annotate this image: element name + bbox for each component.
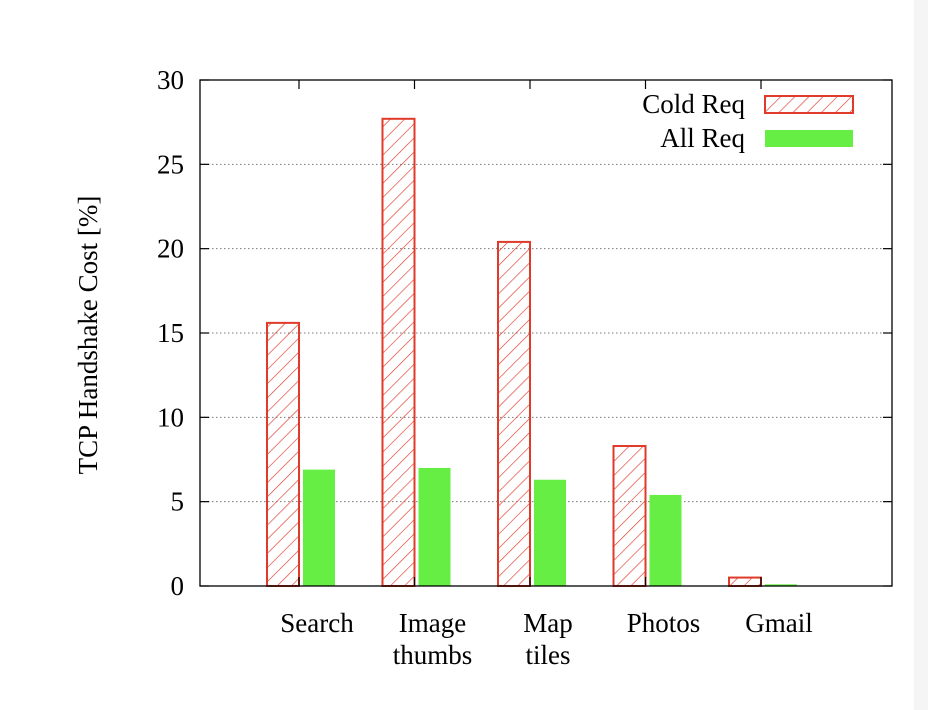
y-tick-label-30: 30 xyxy=(157,65,184,95)
x-tick-label-4: Gmail xyxy=(745,608,813,638)
x-tick-label-line: Gmail xyxy=(745,608,813,638)
gridlines xyxy=(200,163,892,503)
bar-all-req-0 xyxy=(303,469,335,586)
x-tick-label-line: Photos xyxy=(627,608,701,638)
x-tick-label-2: Map tiles xyxy=(523,608,573,670)
x-tick-label-1: Image thumbs xyxy=(393,608,473,670)
plot-frame xyxy=(199,79,893,587)
x-tick-label-line: thumbs xyxy=(393,640,473,670)
x-tick-label-line: Map xyxy=(523,608,573,638)
x-tick-label-0: Search xyxy=(280,608,354,638)
bar-cold-req-3 xyxy=(612,445,647,587)
bar-cold-req-4 xyxy=(728,576,762,587)
legend-swatch-1 xyxy=(765,130,853,147)
x-tick-label-line: Search xyxy=(280,608,354,638)
bars xyxy=(266,117,797,587)
legend: Cold Req All Req xyxy=(642,89,854,153)
bar-all-req-4 xyxy=(765,584,797,586)
axes xyxy=(199,79,893,587)
bar-cold-req-2 xyxy=(497,240,531,587)
legend-label-0: Cold Req xyxy=(642,89,745,119)
x-tick-label-line: Image xyxy=(399,608,466,638)
y-tick-label-25: 25 xyxy=(157,149,184,179)
tick-labels: 0 5 10 15 20 25 30 Search Image thumbs Map tiles Pho… xyxy=(157,65,813,670)
y-axis-label: TCP Handshake Cost [%] xyxy=(73,196,103,475)
bar-cold-req-1 xyxy=(381,117,416,587)
x-tick-label-3: Photos xyxy=(627,608,701,638)
bar-all-req-1 xyxy=(418,467,451,586)
y-tick-label-0: 0 xyxy=(171,571,185,601)
y-tick-label-15: 15 xyxy=(157,318,184,348)
legend-label-1: All Req xyxy=(660,123,745,153)
bar-all-req-2 xyxy=(534,479,566,586)
x-tick-label-line: tiles xyxy=(526,640,571,670)
y-tick-label-10: 10 xyxy=(157,402,184,432)
legend-swatch-0 xyxy=(764,95,854,114)
right-edge-strip xyxy=(914,0,928,710)
bar-cold-req-0 xyxy=(266,321,300,587)
bar-all-req-3 xyxy=(649,494,682,586)
y-tick-label-20: 20 xyxy=(157,234,184,264)
y-tick-label-5: 5 xyxy=(171,487,185,517)
